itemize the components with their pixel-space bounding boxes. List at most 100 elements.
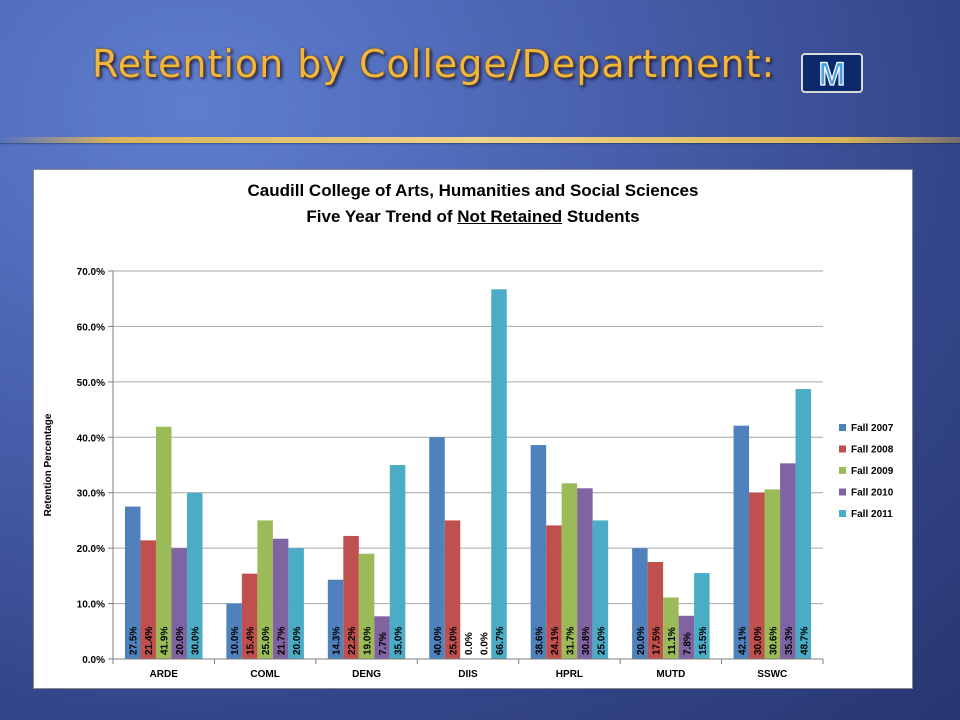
legend-label: Fall 2009 [851,466,894,477]
data-label: 31.7% [565,627,576,655]
data-label: 0.0% [464,632,475,655]
y-tick-label: 20.0% [77,544,105,555]
title-divider [0,137,960,143]
x-tick-label: HPRL [556,669,583,680]
bar [733,425,750,659]
y-tick-label: 40.0% [77,433,105,444]
x-tick-label: COML [250,669,279,680]
slide-title: Retention by College/Department: [92,42,776,86]
y-tick-label: 70.0% [77,267,105,278]
data-label: 20.0% [175,627,186,655]
bar [546,525,562,659]
data-label: 41.9% [160,627,171,655]
bar-chart: 0.0% 10.0% 20.0% 30.0% 40.0% 50.0% 60.0% 70.0% R… [43,267,894,680]
bar [343,535,359,659]
data-label: 35.3% [784,627,795,655]
bar [241,573,258,659]
data-label: 17.5% [651,627,662,655]
bar [444,520,461,659]
data-label: 25.0% [261,627,272,655]
bar [429,437,445,659]
bar [577,488,593,659]
y-tick-label: 50.0% [77,378,105,389]
data-label: 22.2% [347,627,358,655]
x-tick-label: DIIS [458,669,478,680]
data-label: 42.1% [737,627,748,655]
data-label: 10.0% [230,627,241,655]
legend-swatch [839,424,846,431]
data-label: 20.0% [292,627,303,655]
legend-label: Fall 2008 [851,445,894,456]
x-tick-label: ARDE [150,669,179,680]
bar [358,553,375,659]
data-label: 27.5% [129,627,140,655]
x-tick-label: MUTD [656,669,685,680]
data-label: 21.7% [277,627,288,655]
legend-swatch [839,445,846,453]
bar [327,579,344,659]
bar [764,489,781,659]
chart-title-line2-end: Students [562,207,640,226]
data-label: 19.0% [363,627,374,655]
bar [663,597,679,659]
chart-title-underlined: Not Retained [457,207,563,226]
bar [155,426,172,659]
legend-swatch [839,467,846,474]
data-label: 30.8% [581,627,592,655]
data-label: 7.8% [682,632,693,655]
chart-panel: Caudill College of Arts, Humanities and … [33,169,913,689]
data-label: 35.0% [394,627,405,655]
data-label: 7.7% [378,632,389,655]
x-tick-label: SSWC [757,669,787,680]
chart-title-line2-start: Five Year Trend of [306,207,458,226]
legend-label: Fall 2011 [851,509,893,520]
bar [374,616,390,659]
y-tick-label: 10.0% [77,600,105,611]
bar [632,548,648,659]
data-label: 40.0% [433,627,444,655]
y-tick-label: 0.0% [82,655,105,666]
data-label: 0.0% [480,632,491,655]
bar [530,445,547,659]
y-tick-label: 60.0% [77,322,105,333]
bar [171,548,187,659]
data-label: 21.4% [144,627,155,655]
data-label: 30.6% [768,627,779,655]
data-label: 14.3% [332,627,343,655]
legend-label: Fall 2007 [851,423,894,434]
y-axis-label: Retention Percentage [43,413,54,516]
legend-swatch [839,510,846,517]
bar [795,389,812,659]
data-label: 25.0% [449,627,460,655]
data-label: 30.0% [191,627,202,655]
data-label: 20.0% [636,627,647,655]
bar [272,538,289,659]
bar [749,492,765,659]
bar [678,615,695,659]
bar [226,603,242,659]
bar [780,463,796,659]
data-label: 24.1% [550,627,561,655]
data-label: 15.5% [698,627,709,655]
bar [257,520,273,659]
data-label: 48.7% [799,627,810,655]
bar [186,492,203,659]
bar [491,289,507,659]
chart-title-line2: Five Year Trend of Not Retained Students [34,207,912,227]
bar [124,506,141,659]
bar [647,562,664,659]
data-label: 15.4% [246,627,257,655]
bar [140,540,156,659]
chart-title-line1: Caudill College of Arts, Humanities and … [247,181,699,200]
data-label: 11.1% [667,627,678,655]
bar [389,465,406,659]
y-tick-label: 30.0% [77,489,105,500]
bar [561,483,578,659]
data-label: 38.6% [534,627,545,655]
data-label: 66.7% [495,627,506,655]
legend-swatch [839,488,846,496]
svg-text:M: M [819,56,846,92]
x-tick-label: DENG [352,669,381,680]
bar [694,573,710,659]
data-label: 25.0% [596,627,607,655]
